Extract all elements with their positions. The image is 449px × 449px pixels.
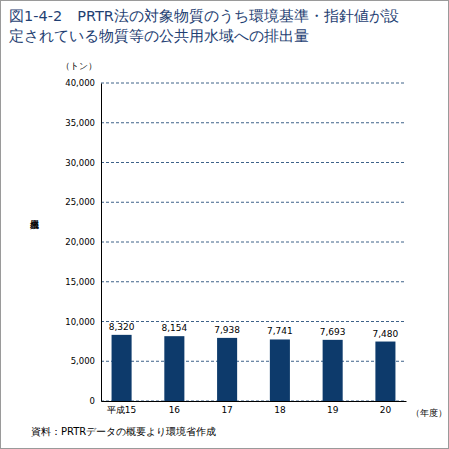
x-axis: 平成15 16 17 18 19 20 (102, 401, 407, 415)
x-tick-label: 16 (169, 405, 181, 415)
source-note: 資料：PRTRデータの概要より環境省作成 (31, 426, 216, 437)
chart-svg: 8,320 8,154 7,938 7,741 7,693 7,480 0 5,000 10,0… (1, 1, 449, 449)
y-tick: 30,000 (65, 158, 101, 168)
y-tick-label: 5,000 (71, 356, 95, 366)
data-label: 8,154 (161, 323, 187, 333)
x-tick-label: 20 (380, 405, 392, 415)
y-tick-label: 10,000 (65, 317, 95, 327)
bars (112, 335, 396, 401)
x-tick: 18 (274, 401, 286, 415)
data-label: 7,938 (214, 325, 240, 335)
y-tick: 35,000 (65, 118, 101, 128)
bar (323, 340, 343, 401)
y-tick: 10,000 (65, 317, 101, 327)
grid-line (101, 361, 406, 362)
chart-title: 図1-4-2 PRTR法の対象物質のうち環境基準・指針値が設定されている物質等の… (9, 6, 409, 46)
x-axis-title: （年度） (411, 408, 447, 418)
grid-line (101, 281, 406, 282)
x-tick-label: 18 (274, 405, 286, 415)
x-tick-label: 17 (221, 405, 232, 415)
y-axis: 0 5,000 10,000 15,000 20,000 25,000 30,000 35,0… (65, 78, 101, 406)
data-labels: 8,320 8,154 7,938 7,741 7,693 7,480 (109, 322, 399, 339)
y-tick: 40,000 (65, 78, 101, 88)
grid-line (101, 242, 406, 243)
x-tick: 19 (327, 401, 339, 415)
grid-line (101, 321, 406, 322)
grid-line (101, 83, 406, 84)
x-tick: 平成15 (107, 401, 136, 415)
y-tick-label: 40,000 (65, 78, 95, 88)
y-tick-label: 35,000 (65, 118, 95, 128)
x-tick-label: 平成15 (107, 405, 136, 415)
y-tick-label: 20,000 (65, 237, 95, 247)
data-label: 7,693 (320, 327, 346, 337)
bar (375, 342, 395, 401)
grid (101, 83, 406, 401)
y-tick-label: 0 (90, 396, 95, 406)
y-tick: 20,000 (65, 237, 101, 247)
bar (164, 336, 184, 401)
y-tick: 15,000 (65, 277, 101, 287)
y-tick: 25,000 (65, 197, 101, 207)
x-tick-label: 19 (327, 405, 339, 415)
x-tick: 16 (169, 401, 181, 415)
y-axis-line (101, 84, 102, 402)
unit-label: （トン） (61, 61, 97, 71)
data-label: 8,320 (109, 322, 135, 332)
grid-line (101, 401, 406, 402)
bar (217, 338, 237, 401)
bar (112, 335, 132, 401)
x-tick: 17 (221, 401, 232, 415)
y-tick: 0 (90, 396, 101, 406)
grid-line (101, 162, 406, 163)
grid-line (101, 202, 406, 203)
y-tick-label: 15,000 (65, 277, 95, 287)
data-label: 7,741 (267, 326, 293, 336)
y-axis-title: 公共用水域 (31, 220, 41, 230)
x-axis-line (102, 401, 407, 402)
chart-frame: 図1-4-2 PRTR法の対象物質のうち環境基準・指針値が設定されている物質等の… (0, 0, 449, 449)
y-tick: 5,000 (71, 356, 101, 366)
y-tick-label: 30,000 (65, 158, 95, 168)
x-tick: 20 (380, 401, 392, 415)
y-tick-label: 25,000 (65, 197, 95, 207)
data-label: 7,480 (373, 329, 399, 339)
grid-line (101, 122, 406, 123)
bar (270, 339, 290, 401)
